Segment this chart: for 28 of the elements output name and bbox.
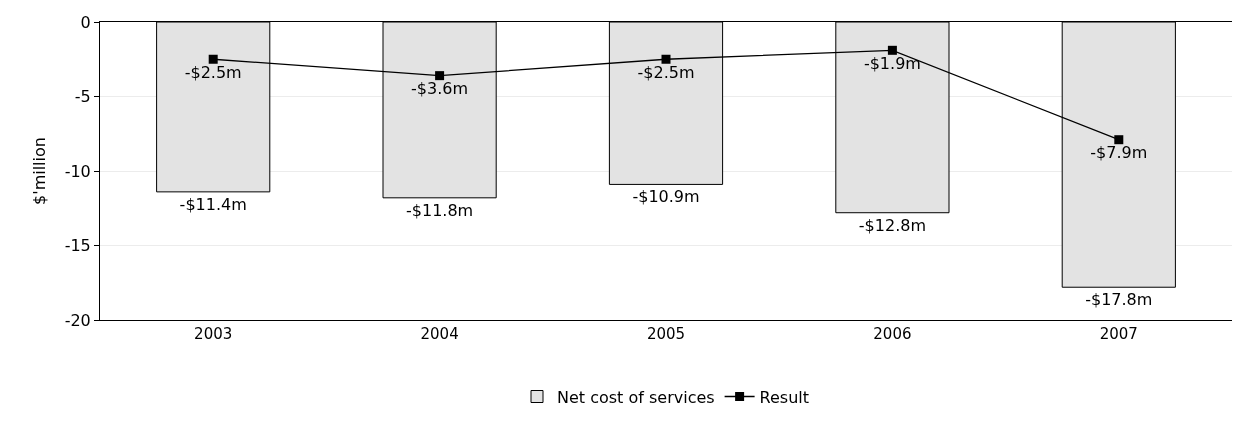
data-label: -$2.5m	[637, 62, 695, 82]
point	[887, 45, 897, 55]
legend-label: Result	[759, 387, 810, 407]
y-tick-label: -5	[74, 87, 91, 107]
x-tick-label: 2006	[873, 325, 912, 343]
x-tick-label: 2004	[420, 325, 459, 343]
data-label: -$10.9m	[632, 187, 700, 207]
data-label: -$12.8m	[858, 215, 926, 235]
point	[435, 71, 445, 81]
legend-label: Net cost of services	[557, 387, 715, 407]
data-label: -$11.8m	[406, 200, 474, 220]
data-label: -$7.9m	[1090, 143, 1148, 163]
data-label: -$11.4m	[179, 194, 247, 214]
y-tick-label: -10	[64, 161, 91, 181]
y-tick-label: -15	[64, 236, 91, 256]
data-label: -$1.9m	[863, 53, 921, 73]
x-tick-label: 2003	[194, 325, 233, 343]
y-tick-label: 0	[80, 12, 91, 32]
point	[208, 54, 218, 64]
x-tick-label: 2007	[1099, 325, 1138, 343]
x-tick-label: 2005	[646, 325, 686, 343]
y-tick-label: -20	[64, 310, 91, 330]
data-label: -$17.8m	[1085, 290, 1153, 310]
data-label: -$3.6m	[411, 79, 469, 99]
point	[661, 54, 671, 64]
data-label: -$2.5m	[184, 62, 242, 82]
point	[1114, 135, 1124, 145]
y-axis-title: $'million	[29, 137, 49, 205]
